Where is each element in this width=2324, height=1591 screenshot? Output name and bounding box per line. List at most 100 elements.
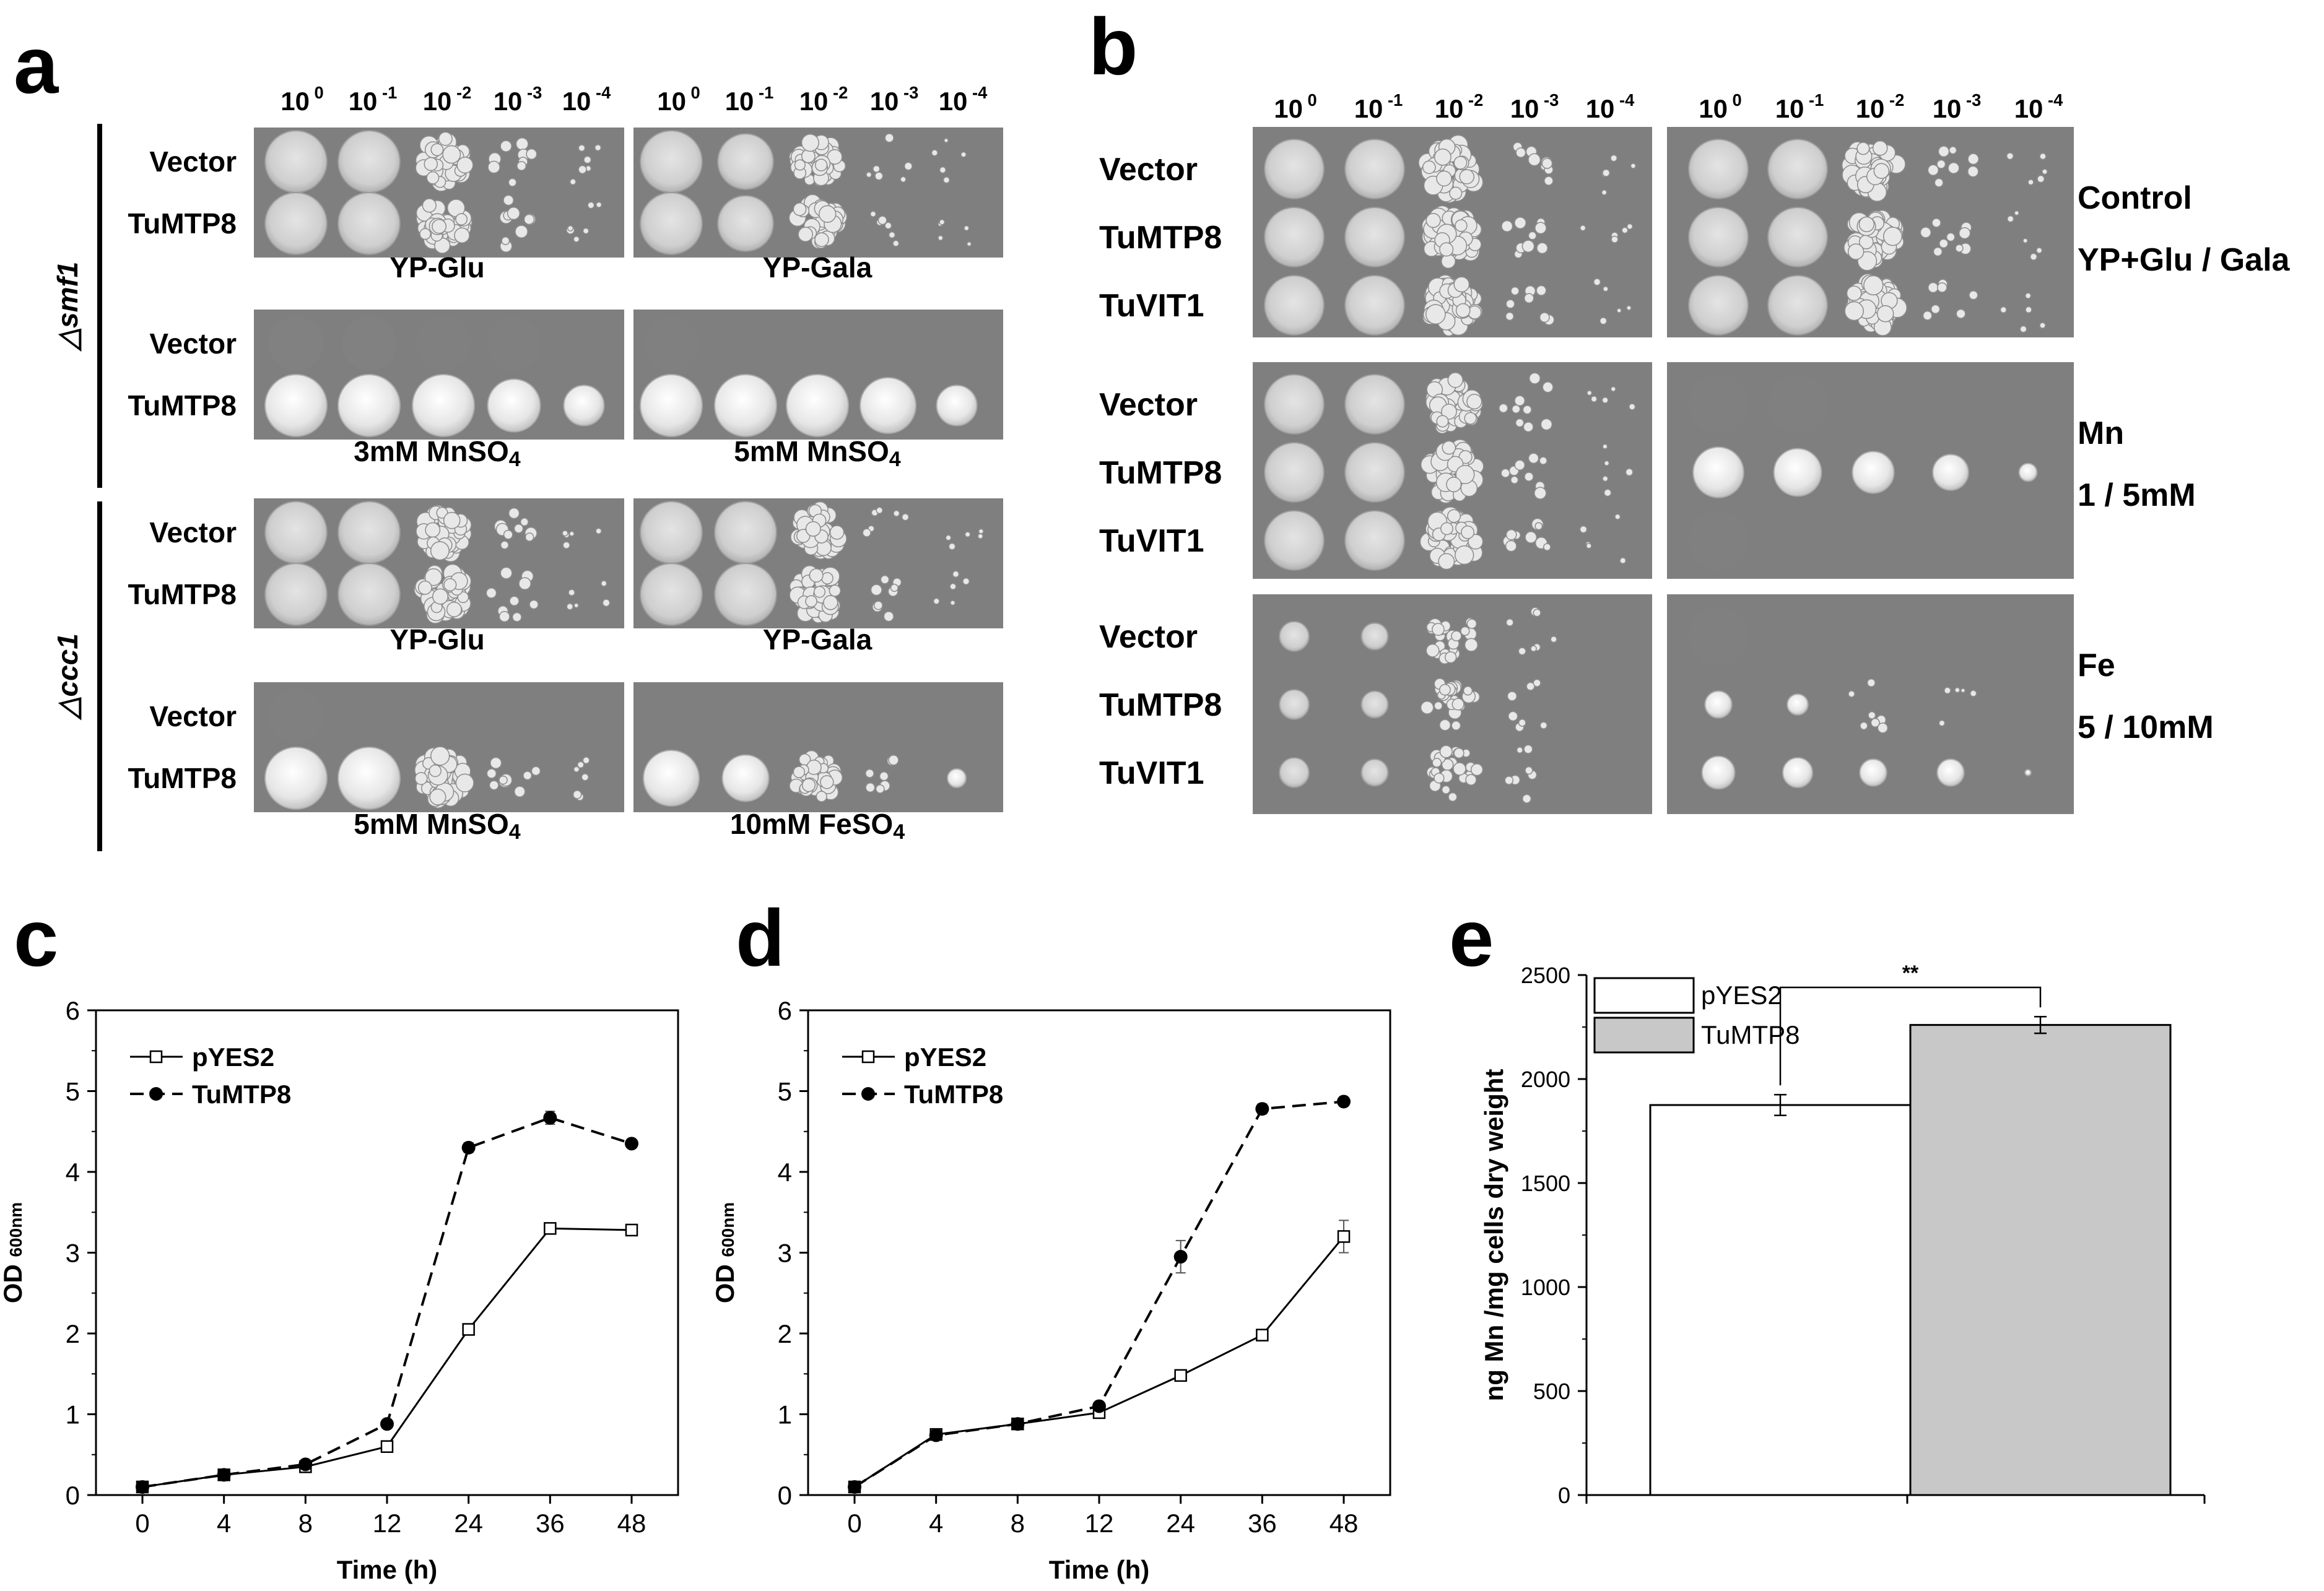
d-ytick-label: 2 xyxy=(778,1319,792,1348)
c-ytick-label: 0 xyxy=(66,1481,80,1510)
a-colony xyxy=(788,133,846,187)
b-header-left-1: 10 -1 xyxy=(1354,90,1403,123)
a-colony xyxy=(860,377,916,434)
a-colony xyxy=(416,505,472,562)
a-colony xyxy=(788,194,848,249)
a-colony xyxy=(337,747,401,810)
a-caption-right-0: YP-Gala xyxy=(763,251,873,284)
a-header-left-3: 10 -3 xyxy=(494,83,542,116)
d-series-line-1 xyxy=(853,1100,1344,1488)
a-colony xyxy=(337,374,401,437)
b-header-right-0: 10 0 xyxy=(1699,90,1741,123)
a-colony xyxy=(643,750,700,807)
a-colony xyxy=(945,528,984,550)
a-caption-left-3: 5mM MnSO4 xyxy=(354,808,520,844)
a-colony xyxy=(264,192,328,255)
b-colony xyxy=(1688,207,1749,267)
a-colony xyxy=(416,198,472,254)
b-row-label-1-2: TuVIT1 xyxy=(1099,523,1204,559)
a-row-label-3-1: TuMTP8 xyxy=(128,762,237,794)
c-point-1-3 xyxy=(380,1417,394,1431)
a-colony xyxy=(264,747,328,810)
b-colony xyxy=(1264,442,1325,503)
d-ytick-label: 6 xyxy=(778,996,792,1025)
c-point-0-4 xyxy=(462,1323,475,1336)
a-colony xyxy=(789,750,843,802)
b-header-left-2: 10 -2 xyxy=(1435,90,1484,123)
b-row-label-0-0: Vector xyxy=(1099,152,1198,188)
a-caption-left-1: 3mM MnSO4 xyxy=(354,435,520,471)
a-header-left-1: 10 -1 xyxy=(349,83,398,116)
e-bar-1 xyxy=(1909,1024,2172,1496)
d-point-1-0 xyxy=(848,1480,861,1494)
a-colony xyxy=(865,755,899,794)
a-colony xyxy=(264,563,328,626)
c-ytick-label: 6 xyxy=(66,996,80,1025)
c-legend-marker-0 xyxy=(149,1050,163,1064)
a-colony xyxy=(414,746,474,809)
a-colony xyxy=(264,130,328,193)
b-colony xyxy=(1938,687,1977,727)
a-colony xyxy=(264,374,328,437)
a-colony xyxy=(269,316,323,371)
a-colony xyxy=(337,563,401,626)
a-header-left-4: 10 -4 xyxy=(562,83,611,116)
a-colony xyxy=(640,130,703,193)
a-colony xyxy=(717,133,774,190)
b-colony xyxy=(1848,678,1889,734)
d-xtick-label: 36 xyxy=(1248,1509,1277,1538)
b-colony xyxy=(1422,274,1483,337)
b-condition-line1-1: Mn xyxy=(2078,415,2124,451)
c-legend-marker-1 xyxy=(149,1087,163,1101)
panel-b-spot-assays: Vector TuMTP8 TuVIT1 Control YP+Glu / Gala Ve… xyxy=(1099,127,2291,814)
b-colony xyxy=(2000,292,2046,333)
a-colony xyxy=(640,563,703,626)
d-xtick-label: 24 xyxy=(1166,1509,1195,1538)
b-colony xyxy=(1688,275,1749,336)
b-colony xyxy=(1279,621,1310,652)
a-colony xyxy=(717,195,774,252)
strain-bracket-smf1 xyxy=(97,124,102,488)
panel-e-label: e xyxy=(1449,893,1494,983)
b-colony xyxy=(1344,139,1405,199)
b-colony xyxy=(2006,152,2048,186)
b-colony xyxy=(1505,285,1555,326)
b-colony xyxy=(1936,758,1965,787)
a-colony xyxy=(640,501,703,564)
a-colony xyxy=(718,316,773,371)
c-point-1-6 xyxy=(625,1137,638,1151)
c-ytick-label: 4 xyxy=(66,1158,80,1187)
d-legend-label-0: pYES2 xyxy=(904,1043,986,1072)
a-caption-right-3: 10mM FeSO4 xyxy=(730,808,905,844)
d-ylabel: OD 600nm xyxy=(710,1202,739,1303)
a-colony xyxy=(269,689,323,743)
b-colony xyxy=(1420,678,1481,731)
d-ytick-label: 3 xyxy=(778,1239,792,1268)
d-legend-marker-0 xyxy=(861,1050,875,1064)
a-colony xyxy=(569,144,602,186)
d-point-1-1 xyxy=(929,1428,943,1442)
a-row-label-0-1: TuMTP8 xyxy=(128,207,237,240)
a-row-label-1-1: TuMTP8 xyxy=(128,389,237,422)
strain-label-ccc1: △ccc1 xyxy=(51,633,84,721)
a-colony xyxy=(936,384,978,427)
c-point-0-6 xyxy=(625,1223,638,1237)
panel-d-label: d xyxy=(736,893,785,983)
b-colony xyxy=(1688,139,1749,199)
e-ylabel: ng Mn /mg cells dry weight xyxy=(1479,1069,1508,1402)
b-condition-line2-0: YP+Glu / Gala xyxy=(2078,242,2291,278)
b-colony xyxy=(1593,278,1632,325)
c-xtick-label: 8 xyxy=(298,1509,313,1538)
e-legend-label-1: TuMTP8 xyxy=(1701,1020,1800,1049)
e-legend-label-0: pYES2 xyxy=(1701,981,1782,1010)
d-point-1-6 xyxy=(1337,1095,1351,1109)
strain-bracket-ccc1 xyxy=(97,501,102,851)
b-colony xyxy=(1701,755,1736,790)
b-colony xyxy=(1425,372,1483,434)
b-condition-line2-2: 5 / 10mM xyxy=(2078,709,2214,745)
strain-label-smf1: △smf1 xyxy=(51,262,84,352)
b-header-right-1: 10 -1 xyxy=(1775,90,1824,123)
b-colony xyxy=(1501,217,1548,259)
a-row-label-2-1: TuMTP8 xyxy=(128,578,237,610)
